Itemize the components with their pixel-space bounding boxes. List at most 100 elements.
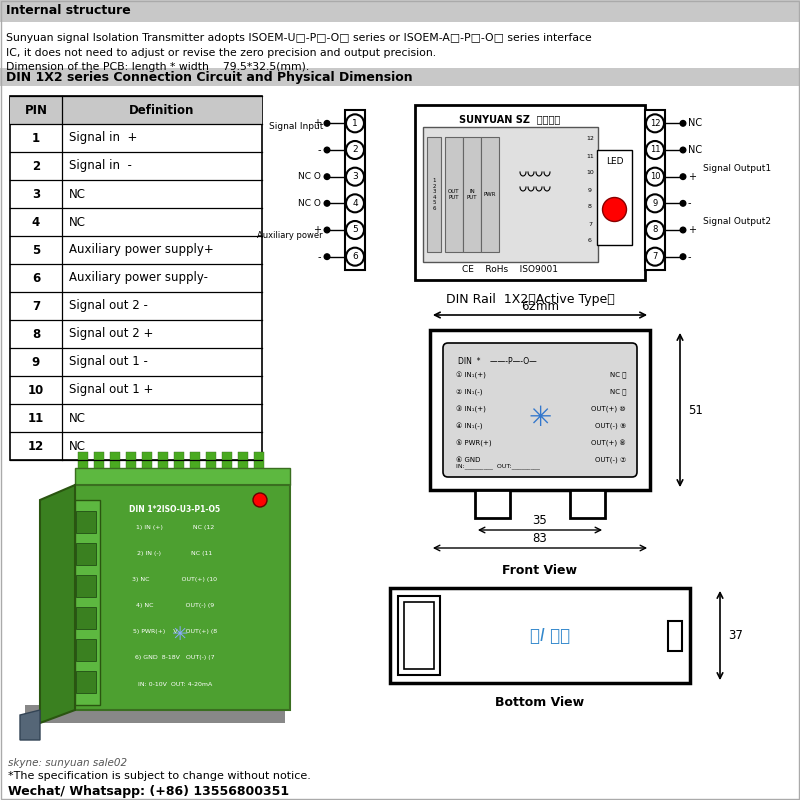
Text: 9: 9 [32,355,40,369]
Text: -: - [688,198,691,208]
Bar [398,596,440,675]
Text: ② IN₁(-): ② IN₁(-) [456,389,482,395]
Bar [110,452,120,468]
Text: DIN  *    ——-P—-O—: DIN * ——-P—-O— [458,358,537,366]
Circle shape [680,254,686,259]
Text: ⑤ PWR(+): ⑤ PWR(+) [456,439,492,446]
Text: Signal Input: Signal Input [269,122,323,131]
Text: Front View: Front View [502,563,578,577]
Text: Definition: Definition [130,103,194,117]
Text: 3: 3 [32,187,40,201]
Bar [76,671,96,693]
Text: 9: 9 [588,187,592,193]
Circle shape [680,121,686,126]
Text: 2: 2 [32,159,40,173]
Text: -: - [318,145,321,155]
Text: IN: 0-10V  OUT: 4-20mA: IN: 0-10V OUT: 4-20mA [138,682,212,686]
Text: PIN: PIN [25,103,47,117]
Circle shape [253,493,267,507]
Bar [76,639,96,661]
Bar [76,575,96,597]
Bar [222,452,232,468]
Bar [475,490,510,518]
Text: 7: 7 [652,252,658,261]
Text: 8: 8 [652,226,658,234]
Text: 3) NC                OUT(+) (10: 3) NC OUT(+) (10 [133,578,218,582]
Bar [345,110,365,270]
Bar [570,490,605,518]
Bar [10,96,262,124]
Text: *The specification is subject to change without notice.: *The specification is subject to change … [8,771,311,781]
Text: Signal out 1 -: Signal out 1 - [69,355,148,369]
Text: 10: 10 [28,383,44,397]
Text: 6: 6 [352,252,358,261]
Text: Signal Output2: Signal Output2 [703,218,771,226]
Text: Auxiliary power supply-: Auxiliary power supply- [69,271,208,285]
Bar [206,452,216,468]
Text: OUT(-) ⑦: OUT(-) ⑦ [594,457,626,463]
Text: LED: LED [606,158,623,166]
Bar [10,96,262,460]
Text: Sunyuan signal Isolation Transmitter adopts ISOEM-U□-P□-O□ series or ISOEM-A□-P□: Sunyuan signal Isolation Transmitter ado… [6,33,592,43]
Text: Auxiliary power: Auxiliary power [258,231,323,240]
Bar [423,127,598,262]
Text: 2) IN (-)               NC (11: 2) IN (-) NC (11 [138,551,213,557]
Text: 7: 7 [588,222,592,226]
Circle shape [680,174,686,179]
Text: 1
2
3
4
5
6: 1 2 3 4 5 6 [432,178,436,210]
Text: +: + [688,225,696,235]
Text: 83: 83 [533,533,547,546]
Text: 5) PWR(+)    V    OUT(+) (8: 5) PWR(+) V OUT(+) (8 [133,630,217,634]
Circle shape [324,121,330,126]
Circle shape [324,147,330,153]
Bar [78,452,88,468]
Text: 1) IN (+)               NC (12: 1) IN (+) NC (12 [136,526,214,530]
Circle shape [324,227,330,233]
Text: 7: 7 [32,299,40,313]
Text: 51: 51 [688,403,703,417]
Bar [597,150,632,245]
Bar [430,330,650,490]
Bar [404,602,434,669]
Text: ③ IN₁(+): ③ IN₁(+) [456,406,486,413]
Text: 6: 6 [588,238,592,243]
Text: 1: 1 [32,131,40,145]
Text: 5: 5 [32,243,40,257]
Circle shape [646,114,664,132]
FancyBboxPatch shape [443,343,637,477]
Bar [445,137,463,252]
Bar [254,452,264,468]
Text: PWR: PWR [484,192,496,197]
Text: ① IN₁(+): ① IN₁(+) [456,371,486,378]
Circle shape [602,198,626,222]
Polygon shape [40,485,75,723]
Circle shape [346,141,364,159]
Circle shape [646,194,664,212]
Bar [668,621,682,650]
Text: +: + [313,225,321,235]
Text: Signal in  -: Signal in - [69,159,132,173]
Bar [158,452,168,468]
Text: SUNYUAN SZ  送源科技: SUNYUAN SZ 送源科技 [459,114,561,124]
Circle shape [346,194,364,212]
Text: 9: 9 [652,199,658,208]
Bar [126,452,136,468]
Text: 6) GND  8-18V   OUT(-) (7: 6) GND 8-18V OUT(-) (7 [135,655,215,661]
Polygon shape [75,485,290,710]
Text: DIN 1*2ISO-U3-P1-O5: DIN 1*2ISO-U3-P1-O5 [130,506,221,514]
Bar [390,588,690,683]
Text: DIN Rail  1X2（Active Type）: DIN Rail 1X2（Active Type） [446,294,614,306]
Polygon shape [20,710,40,740]
Text: 12: 12 [586,137,594,142]
Text: ✳: ✳ [528,404,552,432]
Text: NC O: NC O [298,199,321,208]
Text: Signal Output1: Signal Output1 [703,164,771,173]
Text: 8: 8 [32,327,40,341]
Bar [76,511,96,533]
Circle shape [646,168,664,186]
Text: +: + [313,118,321,128]
Text: Signal out 2 -: Signal out 2 - [69,299,148,313]
Text: Internal structure: Internal structure [6,5,130,18]
Text: 4) NC                OUT(-) (9: 4) NC OUT(-) (9 [136,603,214,609]
Bar [142,452,152,468]
